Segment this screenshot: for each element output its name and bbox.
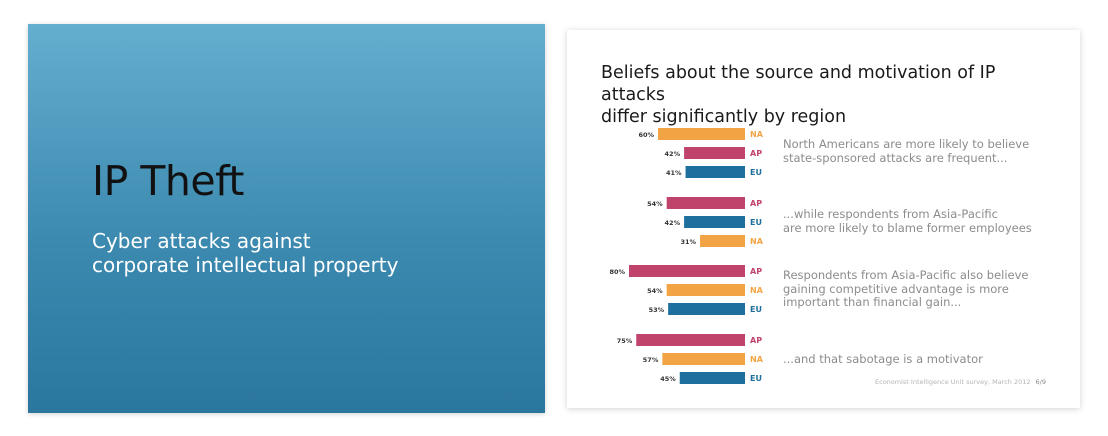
region-label-eu-group-3: EU	[750, 305, 762, 314]
source-text: Economist Intelligence Unit survey, Marc…	[875, 378, 1031, 386]
annotation-3: Respondents from Asia-Pacific also belie…	[783, 268, 1073, 310]
value-label-na-group-2: 31%	[680, 238, 696, 246]
region-label-eu-group-1: EU	[750, 168, 762, 177]
value-label-ap-group-1: 42%	[665, 150, 681, 158]
region-label-ap-group-2: AP	[750, 199, 762, 208]
bar-na-group-4	[662, 353, 745, 365]
chart-title-line-1: Beliefs about the source and motivation …	[601, 63, 996, 105]
annotation-2-line-2: are more likely to blame former employee…	[783, 220, 1032, 235]
bar-na-group-2	[700, 235, 745, 247]
bar-na-group-3	[666, 284, 745, 296]
chart-title-line-2: differ significantly by region	[601, 107, 847, 127]
slide-subtitle-line-2: corporate intellectual property	[92, 253, 399, 277]
region-label-na-group-3: NA	[750, 286, 764, 295]
value-label-na-group-3: 54%	[647, 287, 663, 295]
annotation-2-line-1: ...while respondents from Asia-Pacific	[783, 207, 998, 221]
region-label-ap-group-3: AP	[750, 267, 762, 276]
source-note: Economist Intelligence Unit survey, Marc…	[875, 378, 1046, 386]
value-label-na-group-1: 60%	[638, 131, 654, 139]
value-label-eu-group-3: 53%	[649, 306, 665, 314]
page-number: 6/9	[1035, 378, 1046, 386]
bar-ap-group-3	[629, 265, 745, 277]
chart-title: Beliefs about the source and motivation …	[601, 62, 1061, 128]
region-label-na-group-1: NA	[750, 130, 764, 139]
annotation-1-line-1: North Americans are more likely to belie…	[783, 137, 1030, 151]
region-label-na-group-2: NA	[750, 237, 764, 246]
region-label-eu-group-2: EU	[750, 218, 762, 227]
annotation-1: North Americans are more likely to belie…	[783, 137, 1073, 165]
region-label-na-group-4: NA	[750, 355, 764, 364]
slide-title: IP Theft	[92, 157, 244, 205]
value-label-ap-group-2: 54%	[647, 200, 663, 208]
bar-na-group-1	[658, 128, 745, 140]
chart-slide: Beliefs about the source and motivation …	[567, 30, 1080, 408]
value-label-ap-group-3: 80%	[609, 268, 625, 276]
region-label-eu-group-4: EU	[750, 374, 762, 383]
bar-eu-group-3	[668, 303, 745, 315]
annotation-3-line-1: Respondents from Asia-Pacific also belie…	[783, 268, 1029, 282]
value-label-eu-group-2: 42%	[665, 219, 681, 227]
annotation-4-line-1: ...and that sabotage is a motivator	[783, 352, 983, 366]
value-label-na-group-4: 57%	[643, 356, 659, 364]
bar-ap-group-1	[684, 147, 745, 159]
annotation-3-line-3: important than financial gain...	[783, 295, 962, 309]
title-slide: IP Theft Cyber attacks against corporate…	[28, 24, 545, 413]
region-label-ap-group-1: AP	[750, 149, 762, 158]
bar-eu-group-1	[685, 166, 745, 178]
annotation-1-line-2: state-sponsored attacks are frequent...	[783, 150, 1008, 165]
bar-ap-group-2	[666, 197, 745, 209]
bar-eu-group-2	[684, 216, 745, 228]
bar-ap-group-4	[636, 334, 745, 346]
value-label-eu-group-4: 45%	[660, 375, 676, 383]
value-label-eu-group-1: 41%	[666, 169, 682, 177]
annotation-4: ...and that sabotage is a motivator	[783, 352, 1073, 367]
annotation-2: ...while respondents from Asia-Pacific a…	[783, 207, 1073, 235]
bar-chart: 60% NA 42% AP 41% EU 54% AP 42% EU 31% NA 80% AP 54% NA…	[609, 128, 764, 384]
region-label-ap-group-4: AP	[750, 336, 762, 345]
bar-eu-group-4	[679, 372, 745, 384]
annotation-3-line-2: gaining competitive advantage is more	[783, 281, 1009, 296]
slide-subtitle-line-1: Cyber attacks against	[92, 229, 311, 253]
slide-subtitle: Cyber attacks against corporate intellec…	[92, 229, 522, 277]
value-label-ap-group-4: 75%	[617, 337, 633, 345]
